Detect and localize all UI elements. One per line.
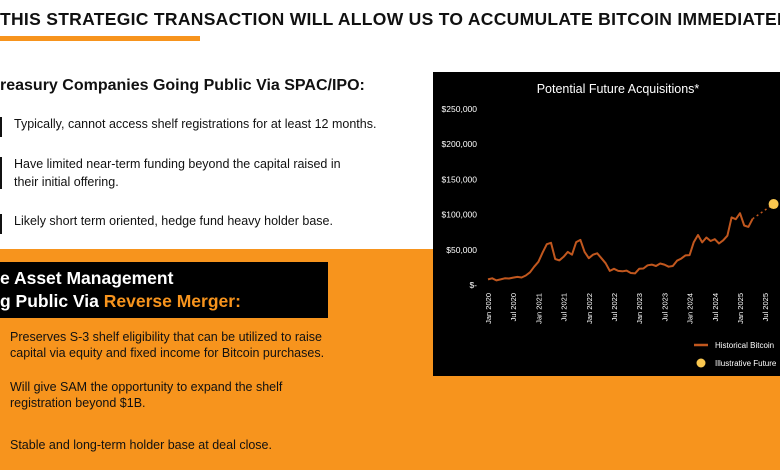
- y-tick-label: $150,000: [442, 174, 478, 184]
- y-axis: $250,000 $200,000 $150,000 $100,000 $50,000 $…: [442, 104, 478, 290]
- section2-heading-highlight: Reverse Merger:: [103, 291, 241, 311]
- section2-heading-prefix: g Public Via: [0, 291, 104, 311]
- chart-title: Potential Future Acquisitions*: [537, 82, 700, 96]
- bullet-text: capital via equity and fixed income for …: [10, 346, 325, 360]
- section2-heading-box: e Asset Management g Public Via Reverse …: [0, 262, 328, 318]
- bullet-bar: [0, 117, 2, 137]
- slide-title: THIS STRATEGIC TRANSACTION WILL ALLOW US…: [0, 9, 780, 29]
- bitcoin-chart: Potential Future Acquisitions* $250,000$…: [442, 82, 779, 368]
- x-tick-label: Jul 2023: [660, 293, 669, 321]
- x-tick-label: Jul 2025: [761, 293, 770, 321]
- legend-historical-label: Historical Bitcoin: [715, 341, 774, 350]
- y-tick-label: $50,000: [446, 245, 477, 255]
- bullet-text: Stable and long-term holder base at deal…: [10, 438, 272, 452]
- chart-panel: Potential Future Acquisitions* $250,000 $…: [433, 72, 780, 376]
- x-tick-label: Jan 2021: [534, 293, 543, 324]
- section2-bullet: Stable and long-term holder base at deal…: [10, 437, 272, 453]
- bullet-text: Will give SAM the opportunity to expand …: [10, 380, 283, 394]
- y-tick-label: $200,000: [442, 139, 478, 149]
- x-tick-label: Jul 2022: [610, 293, 619, 321]
- x-tick-label: Jul 2020: [509, 293, 518, 321]
- illustrative-future-point: [768, 199, 779, 210]
- section2-heading-line1: e Asset Management: [0, 268, 174, 288]
- bullet-text: Preserves S-3 shelf eligibility that can…: [10, 330, 322, 344]
- historical-bitcoin-line: [487, 212, 754, 282]
- x-axis: Jan 2020 Jul 2020 Jan 2021 Jul 2021 Jan 2022…: [484, 293, 770, 324]
- section2-heading-line2: g Public Via Reverse Merger:: [0, 291, 241, 312]
- x-tick-label: Jan 2025: [736, 293, 745, 324]
- y-tick-label: $-: [469, 280, 477, 290]
- bullet-text: Likely short term oriented, hedge fund h…: [14, 214, 333, 228]
- y-tick-label: $100,000: [442, 210, 478, 220]
- chart-series: [487, 199, 779, 282]
- x-tick-label: Jan 2022: [585, 293, 594, 324]
- legend-future-label: Illustrative Future: [715, 359, 777, 368]
- section2-bullet: Preserves S-3 shelf eligibility that can…: [10, 329, 324, 361]
- y-tick-label: $250,000: [442, 104, 478, 114]
- x-tick-label: Jan 2024: [686, 293, 695, 324]
- bullet-text: Typically, cannot access shelf registrat…: [14, 117, 377, 131]
- section1-heading: reasury Companies Going Public Via SPAC/…: [0, 77, 365, 94]
- bullet-text: their initial offering.: [14, 175, 119, 189]
- chart-legend: Historical Bitcoin Illustrative Future: [694, 341, 777, 368]
- bullet-text: registration beyond $1B.: [10, 396, 146, 410]
- section2-bullet: Will give SAM the opportunity to expand …: [10, 379, 282, 411]
- x-tick-label: Jan 2023: [635, 293, 644, 324]
- x-tick-label: Jul 2021: [560, 293, 569, 321]
- x-tick-label: Jan 2020: [484, 293, 493, 324]
- title-underline: [0, 36, 200, 41]
- x-tick-label: Jul 2024: [711, 293, 720, 321]
- legend-future-swatch: [696, 358, 706, 368]
- bullet-text: Have limited near-term funding beyond th…: [14, 157, 341, 171]
- bullet-bar: [0, 214, 2, 234]
- bullet-bar: [0, 157, 2, 189]
